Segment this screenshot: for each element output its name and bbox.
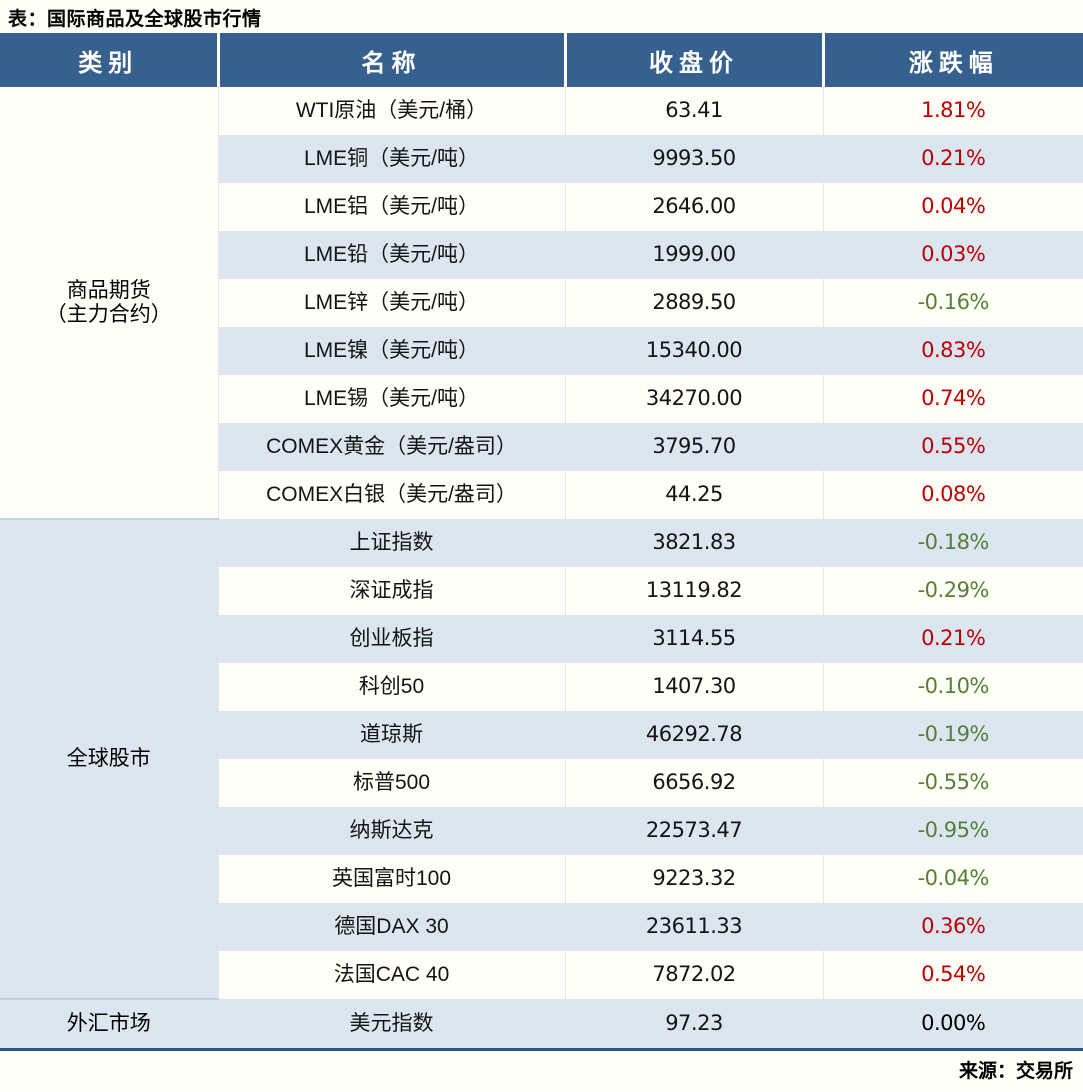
table-header: 类别 名称 收盘价 涨跌幅 bbox=[0, 33, 1083, 87]
change-pct: -0.10% bbox=[917, 674, 990, 699]
close-price: 7872.02 bbox=[565, 951, 824, 999]
table-row: LME锡（美元/吨） 34270.00 0.74% bbox=[0, 375, 1083, 423]
close-price: 97.23 bbox=[565, 999, 824, 1050]
instrument-name: LME锌（美元/吨） bbox=[218, 279, 566, 327]
change-pct: -0.18% bbox=[823, 519, 1083, 567]
change-pct: 0.21% bbox=[823, 615, 1083, 663]
category-cell-commodity-futures: 商品期货 （主力合约） bbox=[0, 87, 219, 519]
table-row: LME铅（美元/吨） 1999.00 0.03% bbox=[0, 231, 1083, 279]
close-price: 2889.50 bbox=[565, 279, 824, 327]
instrument-name: LME铜（美元/吨） bbox=[218, 135, 566, 183]
table-row: COMEX白银（美元/盎司） 44.25 0.08% bbox=[0, 471, 1083, 519]
category-line: （主力合约） bbox=[45, 302, 172, 326]
table-row: LME镍（美元/吨） 15340.00 0.83% bbox=[0, 327, 1083, 375]
change-pct: -0.95% bbox=[823, 807, 1083, 855]
quotes-table: 类别 名称 收盘价 涨跌幅 商品期货 （主力合约） WTI原油（美元/桶） 63… bbox=[0, 33, 1083, 1051]
close-price: 6656.92 bbox=[565, 759, 824, 807]
table-row: LME铜（美元/吨） 9993.50 0.21% bbox=[0, 135, 1083, 183]
instrument-name: 法国CAC 40 bbox=[218, 951, 566, 999]
change-pct: 0.55% bbox=[823, 423, 1083, 471]
change-pct: -0.29% bbox=[917, 578, 990, 603]
change-pct: -0.55% bbox=[917, 770, 990, 795]
table-row: 科创50 1407.30 -0.10% bbox=[0, 663, 1083, 711]
instrument-name: 科创50 bbox=[218, 663, 566, 711]
category-cell-global-stocks: 全球股市 bbox=[0, 518, 219, 999]
table-row: 道琼斯 46292.78 -0.19% bbox=[0, 711, 1083, 759]
instrument-name: 标普500 bbox=[218, 759, 566, 807]
col-header-name: 名称 bbox=[218, 33, 567, 87]
instrument-name: 道琼斯 bbox=[218, 711, 566, 759]
change-pct: 1.81% bbox=[921, 98, 986, 123]
instrument-name: 创业板指 bbox=[218, 615, 566, 663]
instrument-name: 深证成指 bbox=[218, 567, 566, 615]
table-row: COMEX黄金（美元/盎司） 3795.70 0.55% bbox=[0, 423, 1083, 471]
col-header-category: 类别 bbox=[0, 33, 220, 87]
table-row: 纳斯达克 22573.47 -0.95% bbox=[0, 807, 1083, 855]
instrument-name: 纳斯达克 bbox=[218, 807, 566, 855]
instrument-name: LME铝（美元/吨） bbox=[218, 183, 566, 231]
change-pct: -0.04% bbox=[917, 866, 990, 891]
table-row: 深证成指 13119.82 -0.29% bbox=[0, 567, 1083, 615]
change-pct: 0.04% bbox=[921, 194, 986, 219]
change-pct: 0.00% bbox=[823, 999, 1083, 1050]
close-price: 1407.30 bbox=[565, 663, 824, 711]
table-row: LME锌（美元/吨） 2889.50 -0.16% bbox=[0, 279, 1083, 327]
close-price: 1999.00 bbox=[565, 231, 824, 279]
change-pct: 0.83% bbox=[823, 327, 1083, 375]
change-pct: -0.16% bbox=[917, 290, 990, 315]
instrument-name: 上证指数 bbox=[218, 519, 566, 567]
table-row: 法国CAC 40 7872.02 0.54% bbox=[0, 951, 1083, 999]
instrument-name: 美元指数 bbox=[218, 999, 566, 1050]
table-row: LME铝（美元/吨） 2646.00 0.04% bbox=[0, 183, 1083, 231]
close-price: 13119.82 bbox=[565, 567, 824, 615]
col-header-change: 涨跌幅 bbox=[823, 33, 1083, 87]
instrument-name: WTI原油（美元/桶） bbox=[218, 87, 566, 135]
change-pct: 0.08% bbox=[921, 482, 986, 507]
instrument-name: 德国DAX 30 bbox=[218, 903, 566, 951]
page-title: 表：国际商品及全球股市行情 bbox=[8, 9, 262, 30]
close-price: 9993.50 bbox=[565, 135, 824, 183]
close-price: 44.25 bbox=[565, 471, 824, 519]
category-cell-fx-market: 外汇市场 bbox=[0, 998, 219, 1050]
close-price: 15340.00 bbox=[565, 327, 824, 375]
instrument-name: COMEX黄金（美元/盎司） bbox=[218, 423, 566, 471]
close-price: 2646.00 bbox=[565, 183, 824, 231]
close-price: 9223.32 bbox=[565, 855, 824, 903]
table-row: 外汇市场 美元指数 97.23 0.00% bbox=[0, 998, 1083, 1050]
change-pct: 0.54% bbox=[921, 962, 986, 987]
table-row: 全球股市 上证指数 3821.83 -0.18% bbox=[0, 518, 1083, 999]
change-pct: 0.74% bbox=[921, 386, 986, 411]
close-price: 46292.78 bbox=[565, 711, 824, 759]
close-price: 63.41 bbox=[565, 87, 824, 135]
instrument-name: LME镍（美元/吨） bbox=[218, 327, 566, 375]
table-row: 商品期货 （主力合约） WTI原油（美元/桶） 63.41 1.81% bbox=[0, 87, 1083, 519]
source-note: 来源：交易所 bbox=[958, 1061, 1073, 1082]
instrument-name: LME铅（美元/吨） bbox=[218, 231, 566, 279]
close-price: 23611.33 bbox=[565, 903, 824, 951]
category-line: 商品期货 bbox=[66, 279, 151, 303]
table-row: 德国DAX 30 23611.33 0.36% bbox=[0, 903, 1083, 951]
change-pct: 0.21% bbox=[823, 135, 1083, 183]
instrument-name: LME锡（美元/吨） bbox=[218, 375, 566, 423]
close-price: 3821.83 bbox=[565, 519, 824, 567]
close-price: 22573.47 bbox=[565, 807, 824, 855]
table-row: 英国富时100 9223.32 -0.04% bbox=[0, 855, 1083, 903]
change-pct: 0.03% bbox=[823, 231, 1083, 279]
close-price: 34270.00 bbox=[565, 375, 824, 423]
table-row: 创业板指 3114.55 0.21% bbox=[0, 615, 1083, 663]
instrument-name: COMEX白银（美元/盎司） bbox=[218, 471, 566, 519]
col-header-close: 收盘价 bbox=[565, 33, 825, 87]
close-price: 3114.55 bbox=[565, 615, 824, 663]
instrument-name: 英国富时100 bbox=[218, 855, 566, 903]
close-price: 3795.70 bbox=[565, 423, 824, 471]
change-pct: 0.36% bbox=[823, 903, 1083, 951]
table-row: 标普500 6656.92 -0.55% bbox=[0, 759, 1083, 807]
change-pct: -0.19% bbox=[823, 711, 1083, 759]
